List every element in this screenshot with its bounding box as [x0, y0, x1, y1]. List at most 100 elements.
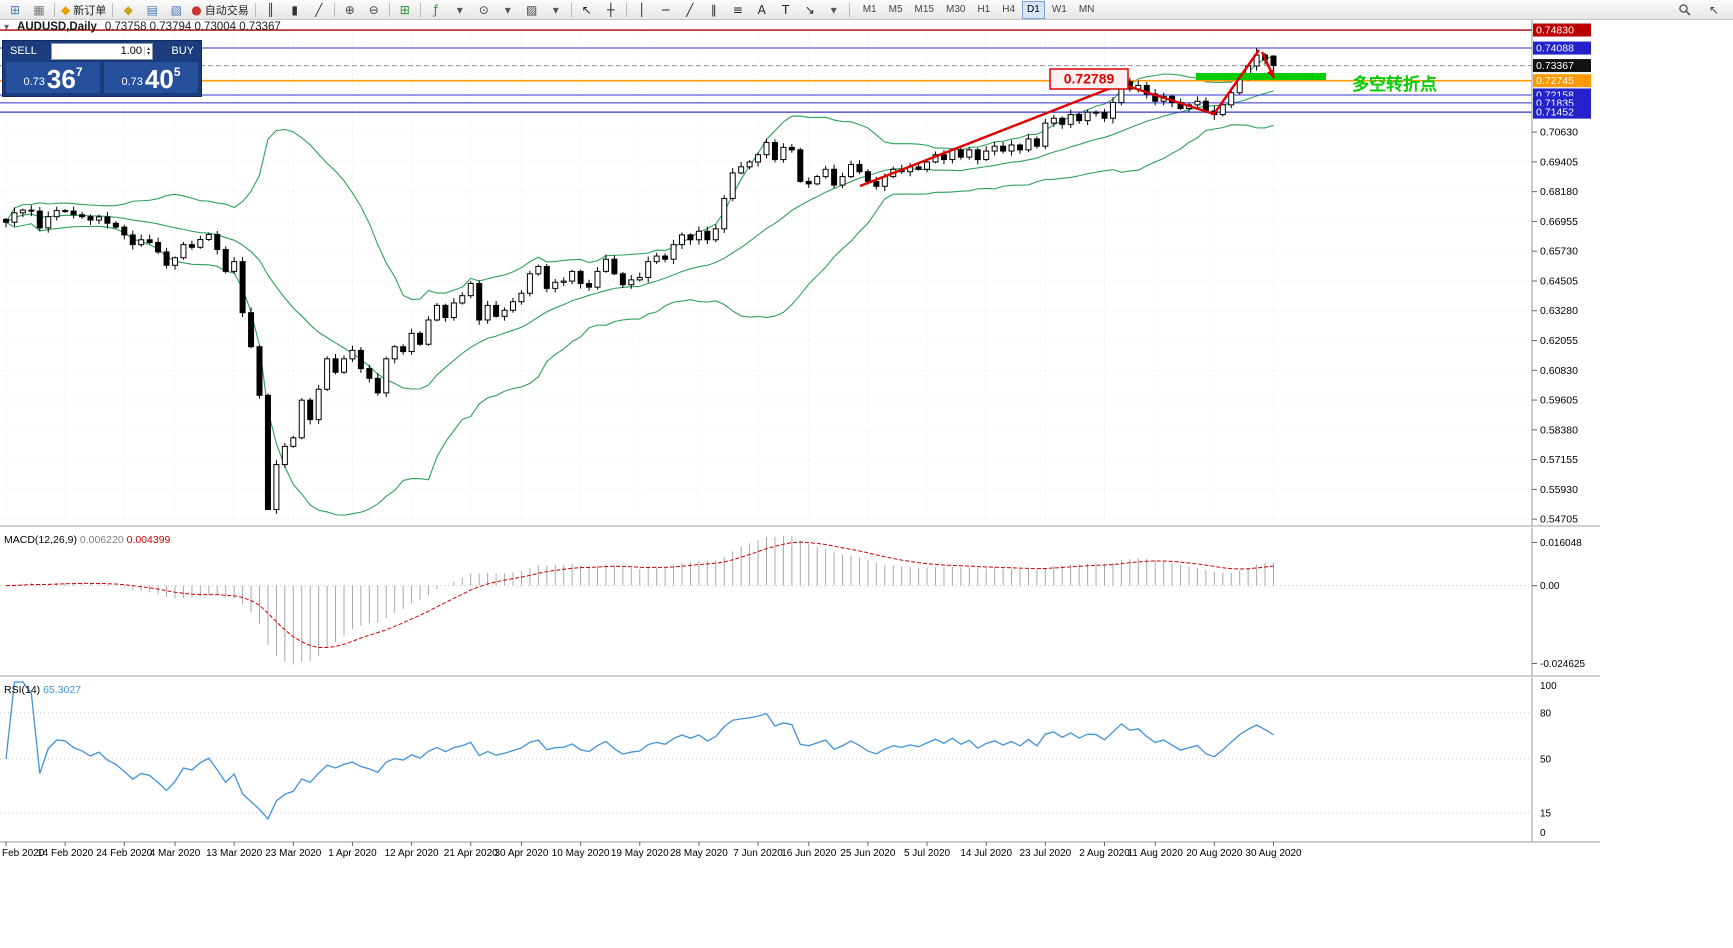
crosshair-icon-glyph: ┼	[607, 2, 615, 17]
navigator-icon[interactable]: ▧	[164, 0, 188, 19]
trendline-icon[interactable]: ╱	[678, 0, 702, 19]
indicators-icon[interactable]: ƒ	[424, 0, 448, 19]
data-window-icon[interactable]: ▤	[140, 0, 164, 19]
text-icon[interactable]: A	[750, 0, 774, 19]
candle-body	[619, 273, 626, 286]
templates-icon[interactable]: ▨	[520, 0, 544, 19]
arrows-tool-icon[interactable]: ↘	[798, 0, 822, 19]
market-watch-icon[interactable]: ◆	[116, 0, 140, 19]
candle-body	[628, 279, 635, 286]
volume-down-icon[interactable]: ▾	[146, 50, 150, 57]
volume-stepper[interactable]: 1.00 ▴ ▾	[51, 42, 153, 60]
candle-body	[1228, 92, 1235, 106]
candle-body	[645, 261, 652, 278]
support-line-3-tag-label: 0.71452	[1536, 107, 1574, 119]
candle-body	[915, 166, 922, 170]
timeframe-mn-button[interactable]: MN	[1078, 4, 1095, 15]
pivot-zone-line-tag-label: 0.72745	[1536, 75, 1574, 87]
timeframe-d1-button[interactable]: D1	[1022, 0, 1045, 19]
candle-body	[121, 226, 128, 236]
profiles-icon[interactable]: ▦	[27, 0, 51, 19]
zoom-in-icon[interactable]: ⊕	[338, 0, 362, 19]
templates-icon-glyph: ▨	[526, 2, 538, 17]
candle-body	[577, 270, 584, 285]
line-chart-icon[interactable]: ╱	[307, 0, 331, 19]
time-axis-label: 4 Mar 2020	[150, 848, 201, 859]
timeframe-m5-button[interactable]: M5	[888, 4, 903, 15]
one-click-collapse-icon[interactable]: ▾	[4, 21, 10, 33]
candle-body	[239, 261, 246, 314]
candles-layer	[3, 48, 1277, 514]
price-axis-label: 0.55930	[1540, 484, 1578, 496]
candle-body	[1033, 138, 1040, 147]
candle-body	[248, 312, 255, 348]
trade-panel-header: SELL 1.00 ▴ ▾ BUY	[3, 41, 201, 61]
timeframe-w1-button[interactable]: W1	[1051, 4, 1067, 15]
periods-dropdown-icon[interactable]: ▾	[496, 0, 520, 19]
candle-body	[586, 283, 593, 288]
candle-body	[839, 176, 846, 186]
text-label-icon[interactable]: T	[774, 0, 798, 19]
new-chart-icon[interactable]: ⊞	[3, 0, 27, 19]
volume-up-icon[interactable]: ▴	[146, 45, 150, 52]
price-axis-label: 0.66955	[1540, 216, 1578, 228]
fibonacci-icon-glyph: ≡	[732, 2, 743, 17]
macd-axis-label: 0.00	[1540, 581, 1560, 592]
timeframe-m15-button[interactable]: M15	[914, 4, 934, 15]
sell-button[interactable]: 0.73 36 7	[5, 61, 101, 94]
arrows-dropdown-icon[interactable]: ▾	[822, 0, 846, 19]
crosshair-icon[interactable]: ┼	[599, 0, 623, 19]
candle-body	[3, 218, 9, 223]
candle-body	[163, 251, 170, 266]
toolbar-separator	[333, 2, 335, 17]
rsi-axis-label: 50	[1540, 755, 1552, 766]
time-axis-label: 5 Jul 2020	[904, 848, 951, 859]
candle-body	[814, 176, 821, 185]
horizontal-line-icon[interactable]: ─	[654, 0, 678, 19]
search-icon[interactable]	[1672, 0, 1696, 19]
volume-input[interactable]: 1.00	[120, 45, 142, 57]
bollinger-middle-band[interactable]	[5, 90, 1274, 390]
peak-price-label-box[interactable]	[1049, 68, 1129, 90]
candle-body	[983, 150, 990, 161]
candle-body	[273, 464, 280, 511]
candle-body	[662, 255, 669, 260]
bar-chart-icon[interactable]: ║	[259, 0, 283, 19]
support-zone-highlight[interactable]	[1196, 73, 1326, 80]
candle-body	[332, 358, 339, 373]
periods-icon[interactable]: ⊙	[472, 0, 496, 19]
resistance-line-tag	[1533, 23, 1591, 37]
candlestick-chart-icon[interactable]: ▮	[283, 0, 307, 19]
fibonacci-icon[interactable]: ≡	[726, 0, 750, 19]
candle-body	[763, 142, 770, 156]
sell-price-main: 0.73	[23, 76, 45, 88]
candle-body	[848, 163, 854, 178]
price-axis-label: 0.58380	[1540, 424, 1578, 436]
buy-button[interactable]: 0.73 40 5	[103, 61, 199, 94]
channel-icon[interactable]: ∥	[702, 0, 726, 19]
templates-dropdown-icon[interactable]: ▾	[544, 0, 568, 19]
trend-line[interactable]	[859, 49, 1260, 188]
timeframe-m30-button[interactable]: M30	[945, 4, 966, 15]
cursor-icon[interactable]: ↖	[575, 0, 599, 19]
candle-body	[695, 230, 702, 241]
timeframe-h1-button[interactable]: H1	[977, 4, 991, 15]
candle-body	[780, 146, 787, 161]
timeframe-m1-button[interactable]: M1	[862, 4, 877, 15]
tile-windows-icon[interactable]: ⊞	[393, 0, 417, 19]
candle-body	[1050, 117, 1057, 124]
candle-body	[366, 368, 373, 379]
pointer-icon[interactable]: ↖	[1708, 2, 1720, 17]
candle-body	[543, 266, 550, 289]
zoom-out-icon[interactable]: ⊖	[362, 0, 386, 19]
bollinger-lower-band[interactable]	[5, 124, 1274, 516]
new-order-button[interactable]: ◆ 新订单	[58, 0, 109, 19]
auto-trading-button[interactable]: ● 自动交易	[188, 0, 251, 19]
candle-body	[636, 276, 643, 281]
price-axis-label: 0.54705	[1540, 514, 1578, 526]
candle-body	[974, 149, 981, 161]
timeframe-h4-button[interactable]: H4	[1002, 4, 1016, 15]
time-axis-label: 25 Jun 2020	[840, 848, 895, 859]
indicators-dropdown-icon[interactable]: ▾	[448, 0, 472, 19]
vertical-line-icon[interactable]: │	[630, 0, 654, 19]
